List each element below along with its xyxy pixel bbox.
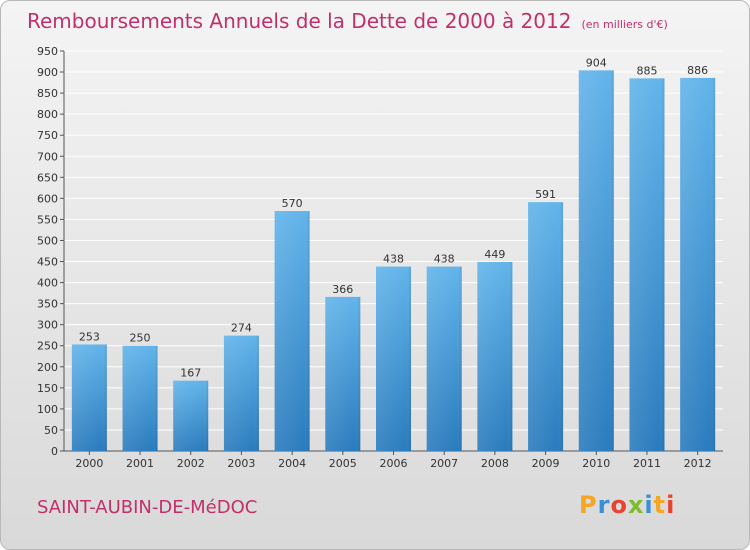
value-label-2000: 253: [79, 330, 100, 343]
x-tick-label-2011: 2011: [633, 457, 661, 470]
x-tick-label-2003: 2003: [227, 457, 255, 470]
x-tick-label-2000: 2000: [75, 457, 103, 470]
value-labels: 253 250 167 274 570 366 438 438 449 591 904 885 886: [79, 56, 708, 379]
value-label-2002: 167: [180, 367, 201, 380]
y-tick-label: 950: [37, 45, 58, 58]
x-tick-label-2009: 2009: [532, 457, 560, 470]
y-tick-label: 900: [37, 66, 58, 79]
bar-shade-2005: [325, 296, 361, 451]
commune-name: SAINT-AUBIN-DE-MéDOC: [37, 497, 258, 518]
x-tick-label-2002: 2002: [177, 457, 205, 470]
y-tick-label: 550: [37, 213, 58, 226]
y-tick-label: 800: [37, 108, 58, 121]
value-label-2007: 438: [434, 253, 455, 266]
y-tick-label: 850: [37, 87, 58, 100]
logo-letter: i: [644, 491, 654, 519]
value-label-2004: 570: [282, 197, 303, 210]
value-label-2012: 886: [687, 64, 708, 77]
bar-shade-2010: [578, 70, 614, 452]
value-label-2010: 904: [586, 56, 607, 69]
bar-shade-2006: [376, 266, 411, 451]
x-tick-label-2007: 2007: [430, 457, 458, 470]
x-tick-label-2004: 2004: [278, 457, 306, 470]
bar-shade-2004: [274, 211, 310, 451]
x-tick-label-2010: 2010: [582, 457, 610, 470]
logo-letter: P: [579, 491, 598, 519]
value-label-2001: 250: [130, 332, 151, 345]
bars: [71, 70, 716, 452]
logo-letter: o: [610, 491, 628, 519]
x-tick-label-2006: 2006: [380, 457, 408, 470]
y-axis-ticks: 0 50 100 150 200 250 300 350 400 450 500 550 600 650 7…: [37, 45, 64, 458]
value-label-2006: 438: [383, 253, 404, 266]
y-tick-label: 400: [37, 277, 58, 290]
x-tick-label-2001: 2001: [126, 457, 154, 470]
x-axis-ticks: 2000 2001 2002 2003 2004 2005 2006 2007 2008 2009…: [75, 451, 712, 470]
bar-shade-2002: [173, 380, 209, 451]
value-label-2003: 274: [231, 322, 252, 335]
value-label-2009: 591: [535, 188, 556, 201]
y-tick-label: 600: [37, 192, 58, 205]
y-tick-label: 150: [37, 382, 58, 395]
proxiti-logo: Proxiti: [579, 491, 675, 519]
y-tick-label: 250: [37, 340, 58, 353]
y-tick-label: 450: [37, 256, 58, 269]
y-tick-label: 700: [37, 150, 58, 163]
logo-letter: r: [597, 491, 611, 519]
bar-shade-2008: [477, 261, 513, 451]
y-tick-label: 650: [37, 171, 58, 184]
x-tick-label-2008: 2008: [481, 457, 509, 470]
y-tick-label: 350: [37, 298, 58, 311]
logo-letter: t: [653, 491, 667, 519]
x-tick-label-2005: 2005: [329, 457, 357, 470]
value-label-2011: 885: [636, 64, 657, 77]
chart-unit: (en milliers d'€): [581, 18, 668, 31]
logo-letter: i: [666, 491, 676, 519]
bar-shade-2003: [223, 335, 259, 451]
logo-letter: x: [627, 491, 645, 519]
y-tick-label: 200: [37, 361, 58, 374]
y-tick-label: 300: [37, 319, 58, 332]
y-tick-label: 50: [44, 424, 58, 437]
bar-shade-2007: [426, 266, 462, 451]
y-tick-label: 100: [37, 403, 58, 416]
bar-shade-2000: [71, 344, 107, 451]
x-tick-label-2012: 2012: [684, 457, 712, 470]
y-tick-label: 0: [51, 445, 58, 458]
value-label-2008: 449: [484, 248, 505, 261]
bar-shade-2009: [528, 202, 564, 451]
y-tick-label: 750: [37, 129, 58, 142]
bar-shade-2001: [122, 345, 158, 451]
chart-title-text: Remboursements Annuels de la Dette de 20…: [27, 9, 572, 33]
value-label-2005: 366: [332, 283, 353, 296]
bar-shade-2012: [680, 77, 716, 452]
bar-shade-2011: [629, 78, 665, 452]
chart-title: Remboursements Annuels de la Dette de 20…: [27, 9, 668, 33]
y-tick-label: 500: [37, 234, 58, 247]
